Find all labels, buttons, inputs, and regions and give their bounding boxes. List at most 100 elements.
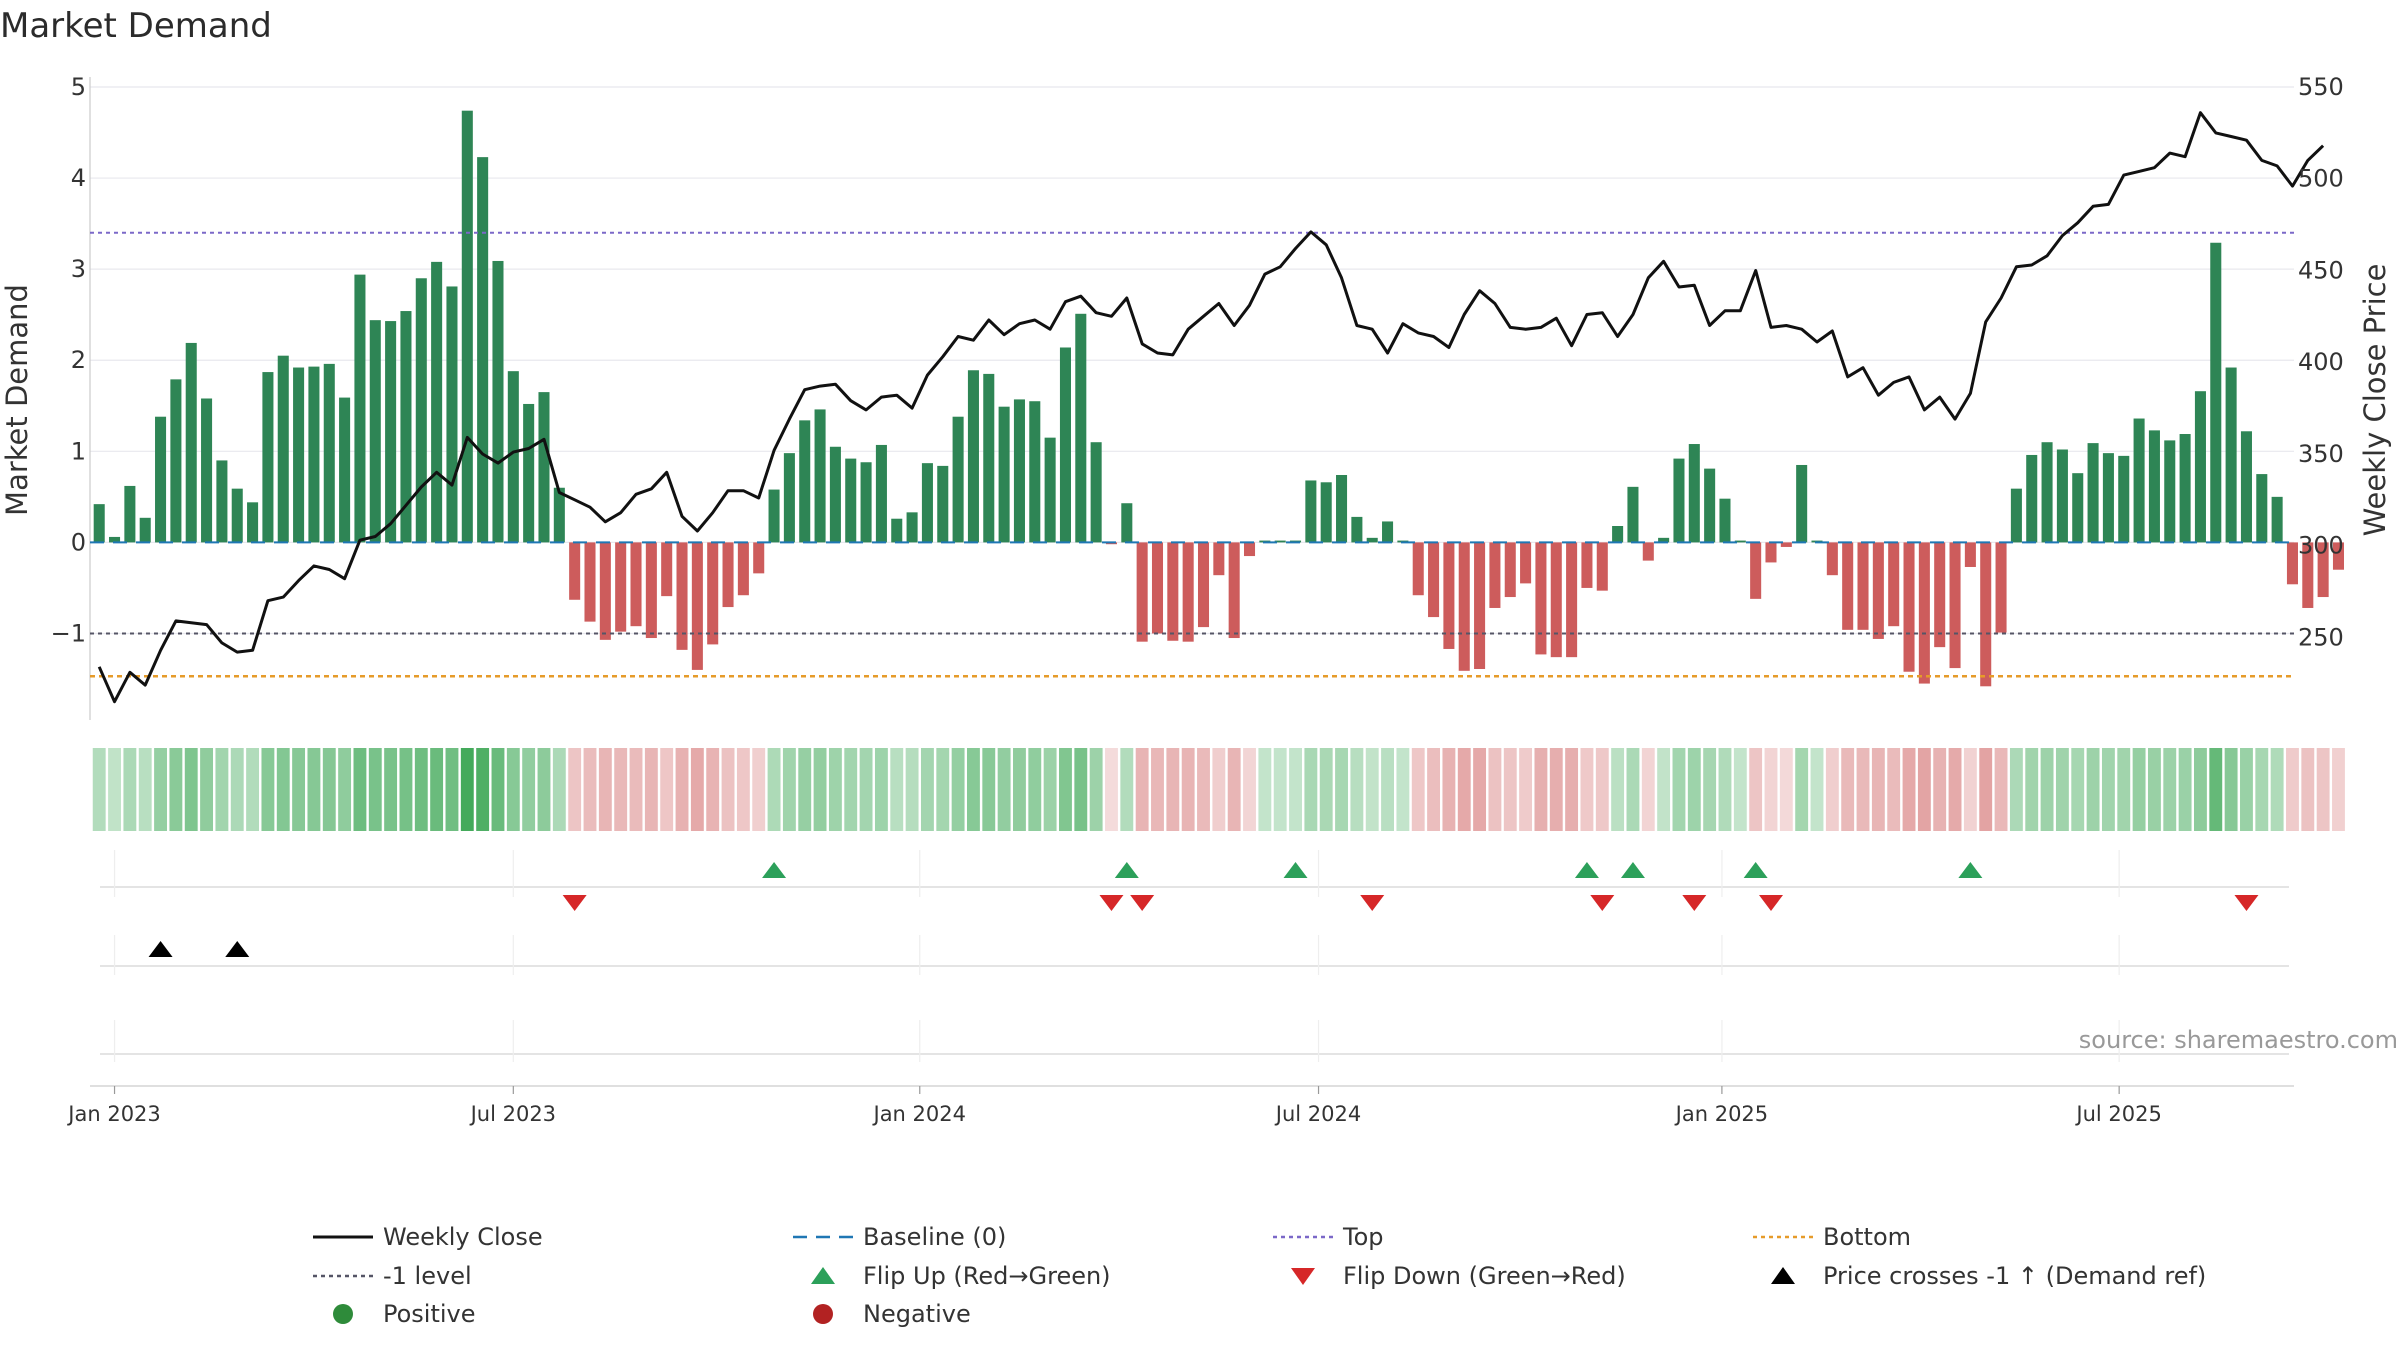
legend-label: Negative <box>863 1300 971 1328</box>
demand-bar <box>860 462 872 543</box>
legend-label: Flip Down (Green→Red) <box>1343 1262 1626 1290</box>
demand-bar <box>998 406 1010 543</box>
strip-cell <box>307 748 321 831</box>
strip-cell <box>1013 748 1026 831</box>
strip-cell <box>414 748 428 831</box>
demand-bar <box>1320 482 1332 543</box>
demand-bar <box>829 446 841 543</box>
strip-cell <box>537 748 551 831</box>
demand-bar <box>1151 542 1164 634</box>
demand-bar <box>599 542 611 640</box>
demand-bar <box>1964 542 1976 567</box>
demand-bar <box>737 542 749 596</box>
reference-lines <box>90 231 2294 678</box>
flip-up-marker <box>1620 862 1645 878</box>
flip-up-marker <box>1743 862 1768 878</box>
demand-bar <box>707 542 719 645</box>
strip-cell <box>614 748 628 831</box>
y-tick-label: 1 <box>71 437 86 465</box>
demand-bar <box>1842 542 1854 630</box>
strip-cell <box>1028 748 1042 831</box>
strip-cell <box>1641 748 1655 831</box>
demand-bar <box>538 392 550 543</box>
strip-cell <box>1672 748 1686 831</box>
demand-bar <box>2056 449 2068 543</box>
strip-cell <box>1718 748 1732 831</box>
legend: Weekly Close Baseline (0) Top Bottom -1 leve… <box>313 1223 2206 1328</box>
demand-bar <box>753 542 765 574</box>
demand-bar <box>937 465 949 543</box>
strip-cell <box>338 748 352 831</box>
demand-bar <box>2026 454 2038 543</box>
demand-bar <box>2179 434 2191 543</box>
strip-cell <box>982 748 996 831</box>
demand-bar <box>1428 542 1440 618</box>
flip-up-marker <box>1114 862 1139 878</box>
chart-title: Market Demand <box>0 6 272 46</box>
strip-cell <box>2117 748 2131 831</box>
price-cross-marker <box>148 941 173 957</box>
strip-cell <box>430 748 444 831</box>
demand-bar <box>1213 542 1225 576</box>
flip-down-marker <box>1099 895 1124 911</box>
demand-bar <box>2286 542 2298 585</box>
strip-cell <box>690 748 704 831</box>
demand-bar <box>2225 367 2237 543</box>
demand-bar <box>1474 542 1486 669</box>
strip-cell <box>2009 748 2023 831</box>
strip-cell <box>1779 748 1793 831</box>
demand-bar <box>2087 443 2099 543</box>
strip-cell <box>2163 748 2177 831</box>
strip-cell <box>2178 748 2192 831</box>
demand-bar <box>2164 440 2176 543</box>
strip-cell <box>138 748 152 831</box>
demand-bar <box>676 542 688 650</box>
y2-tick-label: 450 <box>2298 256 2344 284</box>
strip-cell <box>2132 748 2146 831</box>
strip-cell <box>2086 748 2100 831</box>
demand-bar <box>216 460 228 543</box>
demand-bar <box>845 458 857 543</box>
legend-swatch <box>813 1304 833 1324</box>
demand-bar <box>1750 542 1762 599</box>
demand-bar <box>1780 542 1792 547</box>
demand-bar <box>446 286 458 543</box>
demand-bar <box>1228 542 1240 639</box>
y2-axis-label: Weekly Close Price <box>2358 264 2392 537</box>
strip-cell <box>2193 748 2207 831</box>
source-note: source: sharemaestro.com <box>2079 1026 2398 1054</box>
demand-bar <box>553 487 565 543</box>
y-tick-label: 0 <box>71 528 86 556</box>
strip-cell <box>276 748 290 831</box>
demand-bar <box>2148 430 2160 543</box>
x-tick-label: Jan 2025 <box>1674 1102 1769 1126</box>
demand-bar <box>1182 542 1194 642</box>
demand-bar <box>1566 542 1578 658</box>
demand-bar <box>2317 542 2329 598</box>
strip-cell <box>1519 748 1533 831</box>
y2-tick-label: 500 <box>2298 165 2344 193</box>
demand-bar <box>1627 486 1639 543</box>
strip-cell <box>782 748 796 831</box>
strip-cell <box>1043 748 1057 831</box>
demand-bar <box>1934 542 1946 648</box>
demand-bar <box>967 370 979 543</box>
demand-bar <box>2210 242 2222 543</box>
flip-down-marker <box>1360 895 1385 911</box>
strip-cell <box>920 748 934 831</box>
legend-label: Baseline (0) <box>863 1223 1006 1251</box>
strip-cell <box>230 748 244 831</box>
demand-bar <box>891 518 903 543</box>
demand-bar <box>1872 542 1884 639</box>
demand-bar <box>385 321 397 543</box>
demand-bar <box>1059 347 1071 543</box>
strip-cell <box>1979 748 1993 831</box>
strip-cell <box>1565 748 1579 831</box>
demand-bar <box>1995 542 2007 633</box>
demand-bar <box>1197 542 1210 628</box>
y2-tick-label: 250 <box>2298 623 2344 651</box>
demand-bar <box>1581 542 1593 588</box>
strip-cell <box>92 748 106 831</box>
demand-bar <box>2256 474 2268 543</box>
demand-bar <box>109 536 121 543</box>
